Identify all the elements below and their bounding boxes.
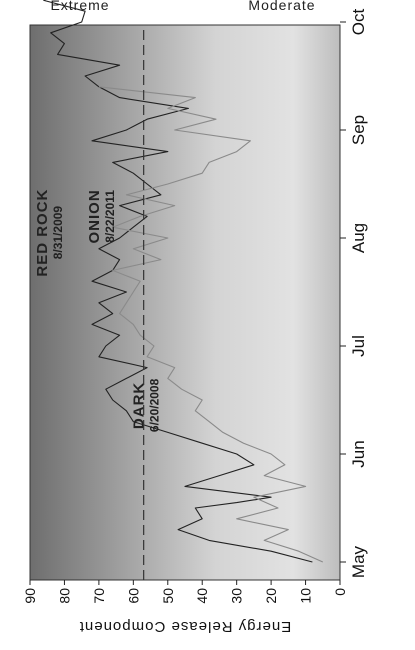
- annotation-date: 8/31/2009: [51, 206, 65, 260]
- x-tick-label: Jul: [349, 335, 368, 357]
- y-axis-label: Energy Release Component: [79, 618, 291, 635]
- y-tick-label: 10: [298, 588, 314, 604]
- annotation-date: 6/20/2008: [148, 378, 162, 432]
- band-label-extreme: Extreme: [50, 0, 109, 13]
- y-tick-label: 50: [160, 588, 176, 604]
- series-line-1: [98, 86, 324, 563]
- x-tick-label: Jun: [349, 440, 368, 467]
- y-tick-label: 70: [91, 588, 107, 604]
- y-tick-label: 30: [229, 588, 245, 604]
- x-tick-label: May: [349, 545, 368, 578]
- plot-background: [29, 24, 341, 581]
- x-tick-label: Oct: [349, 9, 368, 36]
- x-tick-label: Aug: [349, 223, 368, 253]
- y-tick-label: 80: [56, 588, 72, 604]
- annotation-label: RED ROCK: [34, 189, 51, 277]
- y-tick-label: 40: [194, 588, 210, 604]
- y-tick-label: 90: [22, 588, 38, 604]
- annotation-label: ONION: [86, 189, 103, 243]
- x-tick-label: Sep: [349, 115, 368, 145]
- y-tick-label: 20: [263, 588, 279, 604]
- annotation-date: 8/22/2011: [103, 190, 117, 243]
- band-label-moderate: Moderate: [248, 0, 315, 13]
- y-tick-label: 0: [332, 588, 348, 596]
- y-tick-label: 60: [125, 588, 141, 604]
- annotation-label: DARK: [131, 382, 148, 429]
